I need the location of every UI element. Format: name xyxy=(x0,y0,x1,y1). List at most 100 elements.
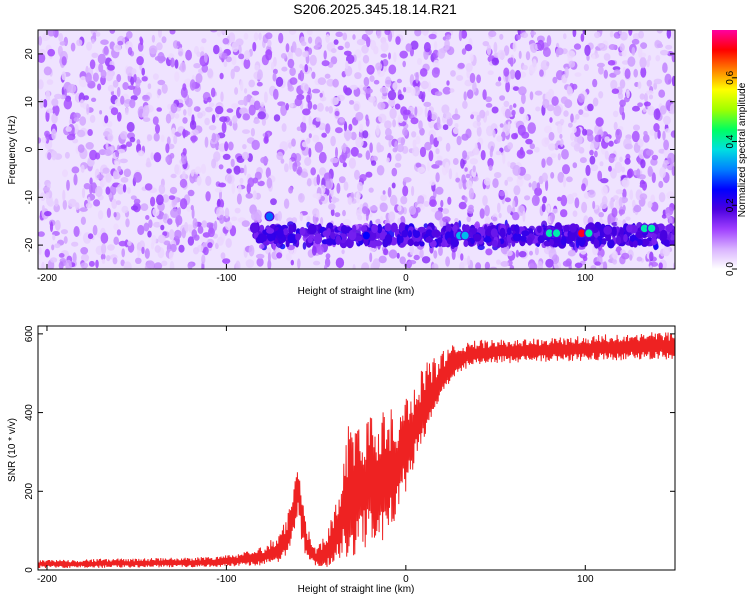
spectrogram-cell xyxy=(435,186,444,195)
spectrogram-cell xyxy=(116,183,125,195)
spectrogram-cell xyxy=(160,224,165,231)
spectrogram-cells xyxy=(38,30,675,269)
spectrogram-cell xyxy=(87,196,91,205)
spectrogram-cell xyxy=(552,208,559,214)
spectrogram-cell xyxy=(185,97,193,108)
spectrogram-cell xyxy=(380,41,389,52)
spectrogram-cell xyxy=(281,123,287,132)
spectrogram-cell xyxy=(408,260,417,265)
spectrogram-cell xyxy=(544,125,552,134)
spectrogram-cell xyxy=(437,48,446,59)
spectrogram-cell xyxy=(431,263,439,269)
spectrogram-cell xyxy=(529,143,535,150)
spectrogram-cell xyxy=(619,99,626,107)
spectrogram-cell xyxy=(408,205,417,215)
spectrogram-band-cell xyxy=(288,224,294,235)
spectrogram-cell xyxy=(145,161,152,168)
spectrogram-cell xyxy=(650,201,659,212)
spectrogram-cell xyxy=(436,116,441,128)
spectrogram-cell xyxy=(403,109,411,115)
spectrogram-cell xyxy=(314,36,322,48)
spectrogram-cell xyxy=(342,209,346,217)
spectrogram-cell xyxy=(72,138,79,144)
spectrogram-cell xyxy=(222,153,231,160)
spectrogram-cell xyxy=(433,59,440,68)
spectrogram-cell xyxy=(643,101,651,107)
spectrogram-cell xyxy=(59,41,66,46)
spectrogram-cell xyxy=(637,102,643,107)
colorbar-ticks: 0.0 0.2 0.4 0.6 xyxy=(725,70,737,276)
spectrogram-cell xyxy=(658,180,664,189)
spectrogram-cell xyxy=(484,205,490,217)
spectrogram-cell xyxy=(371,155,378,162)
spectrogram-cell xyxy=(629,254,633,261)
spectrogram-band-cell xyxy=(611,226,617,237)
spectrogram-cell xyxy=(639,183,648,189)
spectrogram-band-cell xyxy=(377,223,383,234)
spectrogram-cell xyxy=(141,67,145,76)
spectrogram-cell xyxy=(548,131,555,141)
spectrogram-cell xyxy=(83,183,91,190)
spectrogram-cell xyxy=(331,48,337,54)
spectrogram-cell xyxy=(126,187,131,194)
spectrogram-cell xyxy=(130,205,139,211)
spectrogram-cell xyxy=(129,136,136,143)
spectrogram-cell xyxy=(316,174,321,186)
spectrogram-cell xyxy=(192,218,198,229)
spectrogram-cell xyxy=(590,265,597,269)
spectrogram-cell xyxy=(116,86,121,98)
spectrogram-cell xyxy=(664,73,672,85)
spectrogram-cell xyxy=(224,207,230,219)
spectrogram-band-cell xyxy=(597,235,603,241)
spectrogram-cell xyxy=(113,212,117,218)
spectrogram-cell xyxy=(182,128,186,139)
spectrogram-cell xyxy=(574,197,580,209)
spectrogram-cell xyxy=(141,246,145,255)
spectrogram-cell xyxy=(648,265,653,269)
spectrogram-cell xyxy=(618,209,625,215)
spectrogram-cell xyxy=(411,185,415,197)
spectrogram-cell xyxy=(591,54,596,60)
spectrogram-cell xyxy=(621,166,625,173)
spectrogram-cell xyxy=(51,244,55,251)
spectrogram-cell xyxy=(462,150,468,160)
spectrogram-band-cell xyxy=(537,235,545,244)
spectrogram-cell xyxy=(619,156,623,163)
spectrogram-cell xyxy=(113,236,119,245)
spectrogram-cell xyxy=(442,208,450,215)
spectrogram-cell xyxy=(560,209,568,218)
spectrogram-band-cell xyxy=(507,227,512,236)
spectrogram-cell xyxy=(612,258,618,265)
spectrogram-cell xyxy=(468,187,474,200)
spectrogram-cell xyxy=(178,47,184,57)
spectrogram-cell xyxy=(330,208,335,217)
spectrogram-cell xyxy=(583,215,589,226)
spectrogram-cell xyxy=(309,54,317,66)
spectrogram-cell xyxy=(336,182,341,194)
spectrogram-cell xyxy=(320,217,324,226)
spectrogram-cell xyxy=(120,95,125,105)
spectrogram-cell xyxy=(330,157,339,164)
spectrogram-cell xyxy=(343,85,348,94)
spectrogram-cell xyxy=(183,109,187,116)
spectrogram-cell xyxy=(267,39,272,48)
spectrogram-cell xyxy=(667,152,675,165)
spectrogram-cell xyxy=(200,163,207,174)
spectrogram-cell xyxy=(461,133,469,141)
spectrogram-cell xyxy=(397,114,404,124)
spectrogram-cell xyxy=(73,173,78,186)
spectrogram-cell xyxy=(47,48,56,57)
x-tick-label: -200 xyxy=(37,273,57,284)
spectrogram-cell xyxy=(159,218,163,227)
spectrogram-cell xyxy=(169,186,178,195)
spectrogram-cell xyxy=(265,32,273,40)
spectrogram-cell xyxy=(445,161,450,173)
spectrogram-cell xyxy=(534,90,543,96)
spectrogram-cell xyxy=(207,68,214,79)
spectrogram-cell xyxy=(433,41,438,50)
spectrogram-cell xyxy=(140,203,149,212)
spectrogram-cell xyxy=(612,250,618,260)
spectrogram-cell xyxy=(424,106,428,118)
spectrogram-cell xyxy=(204,136,209,148)
spectrogram-hotspot xyxy=(545,229,553,237)
